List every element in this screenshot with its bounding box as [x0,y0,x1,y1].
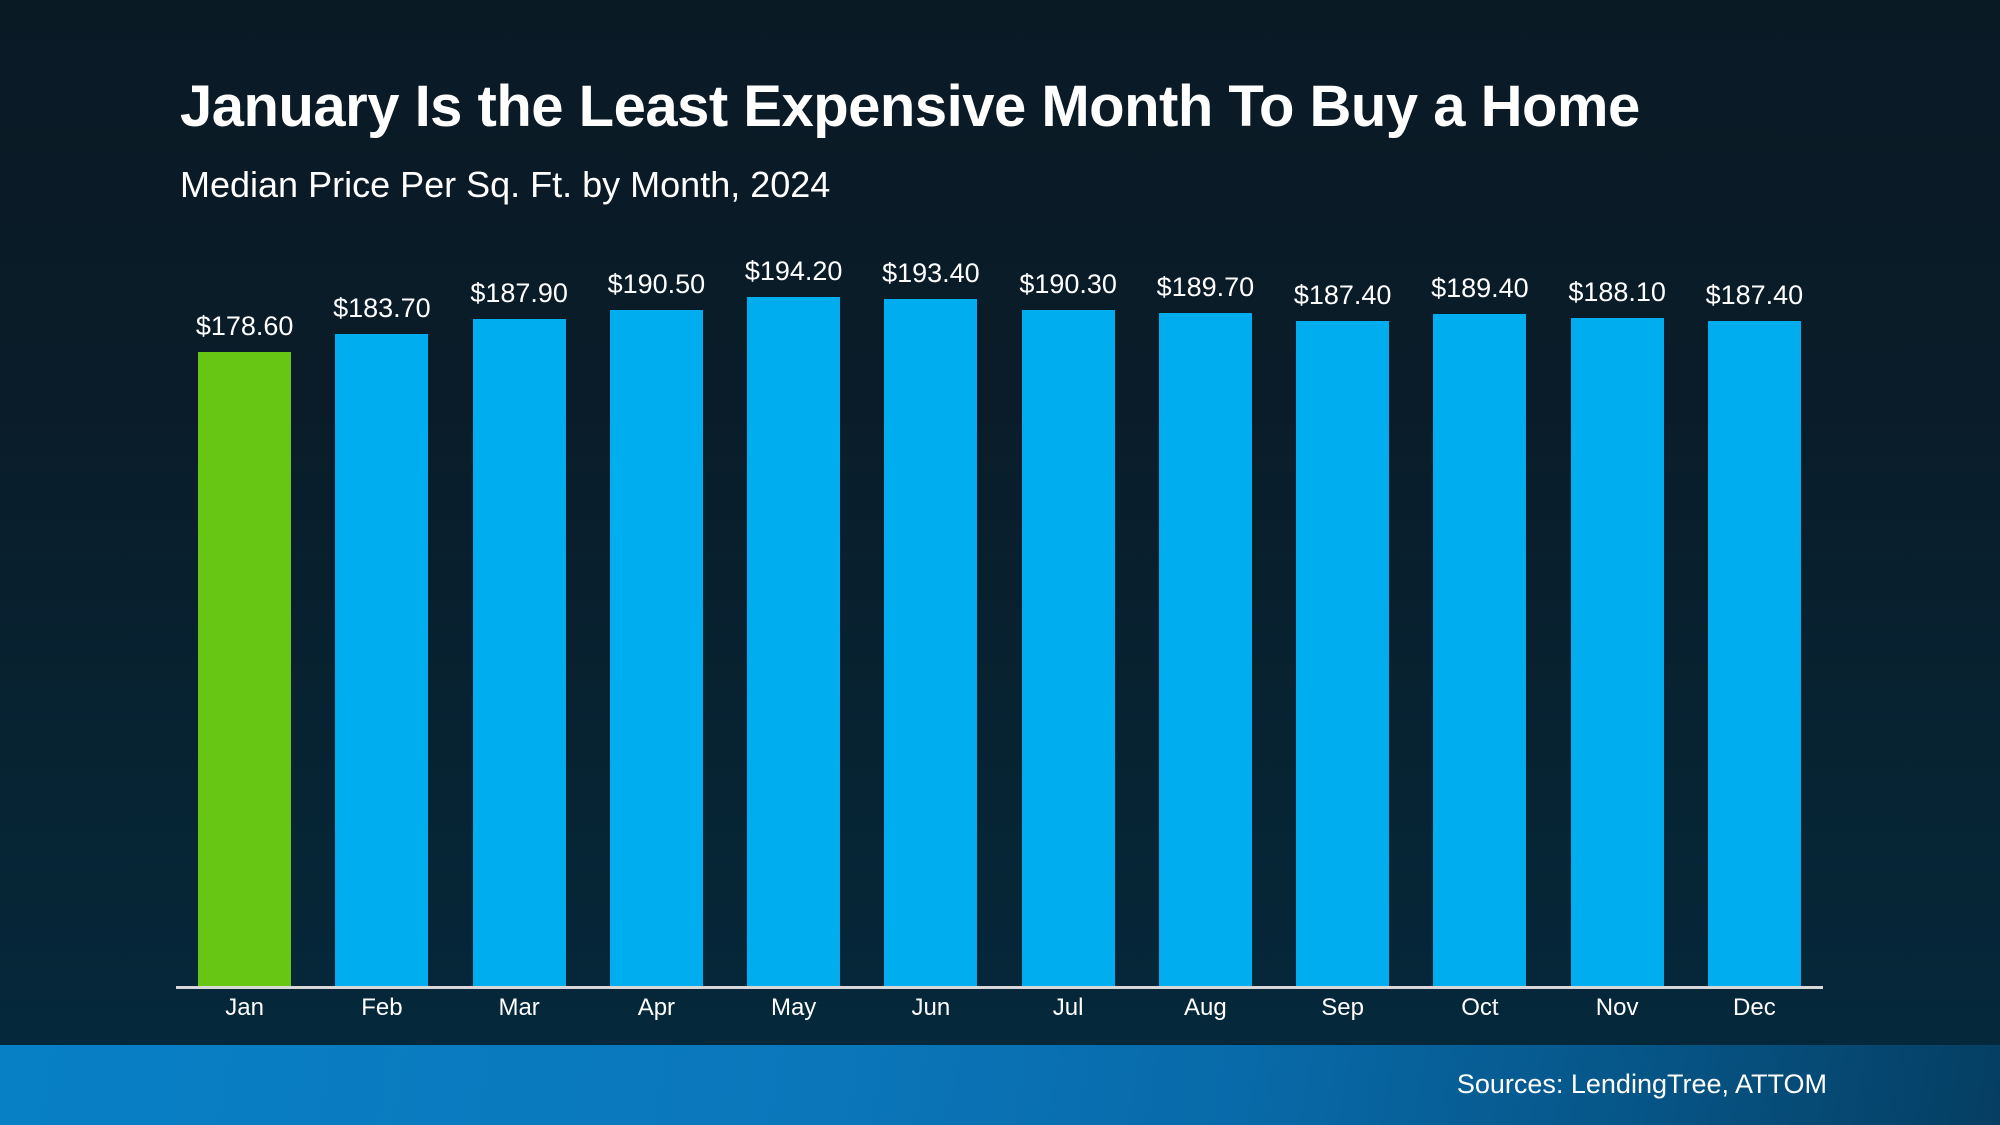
bar-group-sep: $187.40 [1274,281,1411,986]
axis-label-jul: Jul [1052,994,1084,1021]
axis-label-may: May [770,994,817,1021]
bar-aug [1158,313,1252,986]
axis-label-sep: Sep [1321,994,1364,1021]
axis-label-dec: Dec [1733,994,1776,1021]
footer-band: Sources: LendingTree, ATTOM [0,1045,2000,1125]
bar-value-label-feb: $183.70 [333,293,431,324]
bar-dec [1707,321,1801,986]
axis-label-apr: Apr [637,994,676,1021]
bar-apr [609,310,703,986]
axis-label-aug: Aug [1184,994,1227,1021]
bar-value-label-jul: $190.30 [1019,269,1117,300]
bar-nov [1570,318,1664,986]
bar-jul [1021,310,1115,986]
bar-group-jun: $193.40 [862,259,999,986]
bar-value-label-dec: $187.40 [1705,280,1804,311]
bar-jan [198,352,292,986]
axis-label-jun: Jun [911,994,951,1021]
bar-value-label-jan: $178.60 [195,311,294,342]
bar-feb [335,334,429,986]
bar-oct [1433,314,1527,986]
bar-value-label-mar: $187.90 [470,278,568,309]
month-axis: Jan Feb Mar Apr May Jun Jul Aug Sep Oct Nov Dec [176,996,1823,1020]
bar-value-label-sep: $187.40 [1293,280,1392,311]
bar-group-oct: $189.40 [1411,274,1548,986]
axis-label-mar: Mar [498,994,540,1021]
bar-may [747,297,841,986]
bar-sep [1296,321,1390,986]
bar-value-label-jun: $193.40 [882,258,980,289]
bar-group-dec: $187.40 [1686,281,1823,986]
bar-group-feb: $183.70 [313,294,450,986]
bar-group-may: $194.20 [725,257,862,986]
axis-label-nov: Nov [1595,994,1639,1021]
bar-value-label-nov: $188.10 [1568,277,1666,308]
bar-group-aug: $189.70 [1137,273,1274,986]
bar-group-nov: $188.10 [1549,278,1686,986]
bar-group-jul: $190.30 [1000,270,1137,986]
bar-value-label-aug: $189.70 [1156,272,1255,303]
bar-jun [884,299,978,986]
plot-area: $178.60 $183.70 $187.90 $190.50 $194.20 $193.… [176,226,1823,989]
sources-label: Sources: LendingTree, ATTOM [1456,1069,1827,1099]
bar-group-mar: $187.90 [451,279,588,986]
bar-value-label-oct: $189.40 [1431,273,1529,304]
axis-label-feb: Feb [361,994,403,1021]
bar-value-label-may: $194.20 [744,256,843,287]
chart-title: January Is the Least Expensive Month To … [180,74,1640,139]
bar-group-jan: $178.60 [176,312,313,986]
axis-label-jan: Jan [225,994,264,1021]
chart-subtitle: Median Price Per Sq. Ft. by Month, 2024 [180,164,831,205]
bar-mar [472,319,566,986]
bar-value-label-apr: $190.50 [607,269,706,300]
bar-group-apr: $190.50 [588,270,725,986]
axis-label-oct: Oct [1461,994,1499,1021]
